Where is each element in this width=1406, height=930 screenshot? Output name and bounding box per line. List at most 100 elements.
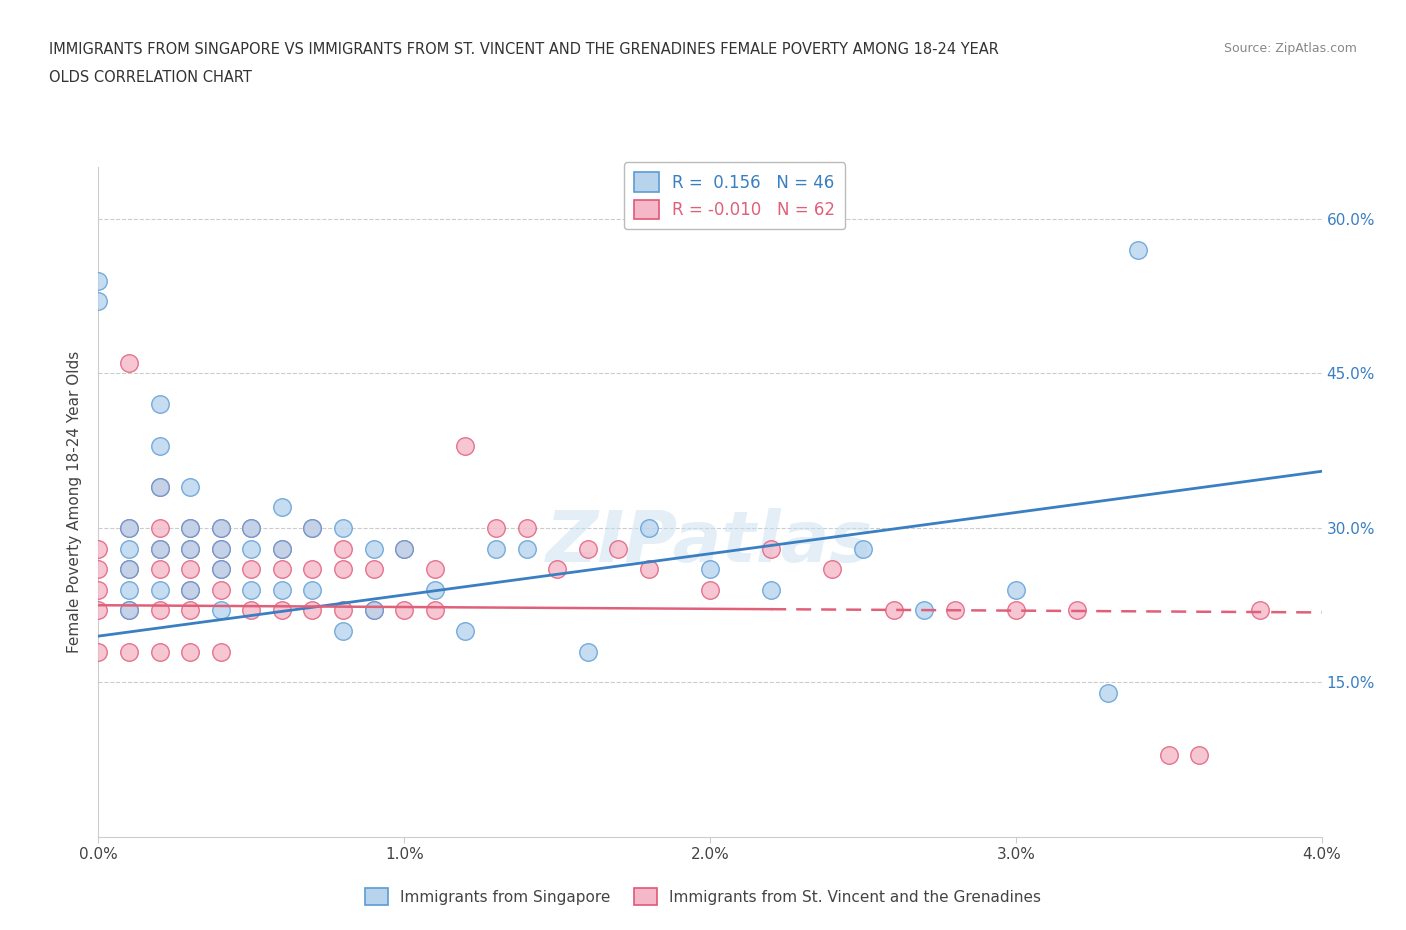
Point xyxy=(485,521,508,536)
Point xyxy=(392,541,416,556)
Text: Source: ZipAtlas.com: Source: ZipAtlas.com xyxy=(1223,42,1357,55)
Point xyxy=(392,541,416,556)
Point xyxy=(149,541,172,556)
Point xyxy=(240,521,263,536)
Point xyxy=(546,562,568,577)
Point xyxy=(179,541,201,556)
Point xyxy=(209,562,232,577)
Point xyxy=(179,582,201,597)
Point xyxy=(118,562,141,577)
Point xyxy=(270,582,294,597)
Point xyxy=(118,603,141,618)
Point xyxy=(270,541,294,556)
Point xyxy=(179,644,201,659)
Point xyxy=(699,582,721,597)
Point xyxy=(332,541,354,556)
Point xyxy=(118,644,141,659)
Point xyxy=(118,521,141,536)
Point xyxy=(1066,603,1088,618)
Point xyxy=(576,541,599,556)
Point xyxy=(454,623,477,638)
Point xyxy=(423,562,446,577)
Point xyxy=(179,541,201,556)
Text: OLDS CORRELATION CHART: OLDS CORRELATION CHART xyxy=(49,70,252,85)
Point xyxy=(209,521,232,536)
Legend: R =  0.156   N = 46, R = -0.010   N = 62: R = 0.156 N = 46, R = -0.010 N = 62 xyxy=(624,163,845,229)
Y-axis label: Female Poverty Among 18-24 Year Olds: Female Poverty Among 18-24 Year Olds xyxy=(67,352,83,654)
Point xyxy=(149,479,172,494)
Point xyxy=(301,521,323,536)
Point xyxy=(363,603,385,618)
Point xyxy=(87,541,110,556)
Point xyxy=(179,479,201,494)
Point xyxy=(332,603,354,618)
Point xyxy=(149,562,172,577)
Point xyxy=(87,582,110,597)
Point xyxy=(363,541,385,556)
Point xyxy=(240,541,263,556)
Point xyxy=(240,582,263,597)
Point xyxy=(149,438,172,453)
Point xyxy=(516,541,538,556)
Point xyxy=(1097,685,1119,700)
Point xyxy=(118,355,141,370)
Point xyxy=(149,397,172,412)
Point xyxy=(943,603,966,618)
Point xyxy=(301,562,323,577)
Point xyxy=(301,521,323,536)
Point xyxy=(270,562,294,577)
Point xyxy=(149,644,172,659)
Point xyxy=(852,541,875,556)
Point xyxy=(1249,603,1271,618)
Point xyxy=(118,582,141,597)
Point xyxy=(149,521,172,536)
Point xyxy=(1188,747,1211,762)
Point xyxy=(485,541,508,556)
Point xyxy=(209,541,232,556)
Point xyxy=(363,562,385,577)
Point xyxy=(270,603,294,618)
Point xyxy=(912,603,935,618)
Point xyxy=(363,603,385,618)
Point xyxy=(1128,243,1150,258)
Point xyxy=(516,521,538,536)
Point xyxy=(209,541,232,556)
Point xyxy=(699,562,721,577)
Point xyxy=(209,521,232,536)
Point xyxy=(423,582,446,597)
Point xyxy=(209,644,232,659)
Point xyxy=(209,603,232,618)
Point xyxy=(87,562,110,577)
Point xyxy=(423,603,446,618)
Point xyxy=(607,541,630,556)
Point xyxy=(87,294,110,309)
Point xyxy=(332,623,354,638)
Point xyxy=(118,562,141,577)
Point xyxy=(179,603,201,618)
Point xyxy=(209,582,232,597)
Point xyxy=(240,603,263,618)
Point xyxy=(209,562,232,577)
Point xyxy=(883,603,905,618)
Point xyxy=(332,562,354,577)
Point xyxy=(149,541,172,556)
Point xyxy=(179,582,201,597)
Point xyxy=(759,582,782,597)
Point xyxy=(1004,603,1026,618)
Point xyxy=(240,562,263,577)
Point xyxy=(1157,747,1180,762)
Point xyxy=(87,273,110,288)
Point xyxy=(270,500,294,515)
Text: IMMIGRANTS FROM SINGAPORE VS IMMIGRANTS FROM ST. VINCENT AND THE GRENADINES FEMA: IMMIGRANTS FROM SINGAPORE VS IMMIGRANTS … xyxy=(49,42,1000,57)
Point xyxy=(1004,582,1026,597)
Point xyxy=(149,582,172,597)
Point xyxy=(87,644,110,659)
Point xyxy=(240,521,263,536)
Point xyxy=(454,438,477,453)
Point xyxy=(270,541,294,556)
Point xyxy=(118,521,141,536)
Point xyxy=(87,603,110,618)
Point xyxy=(118,603,141,618)
Point xyxy=(149,603,172,618)
Point xyxy=(179,562,201,577)
